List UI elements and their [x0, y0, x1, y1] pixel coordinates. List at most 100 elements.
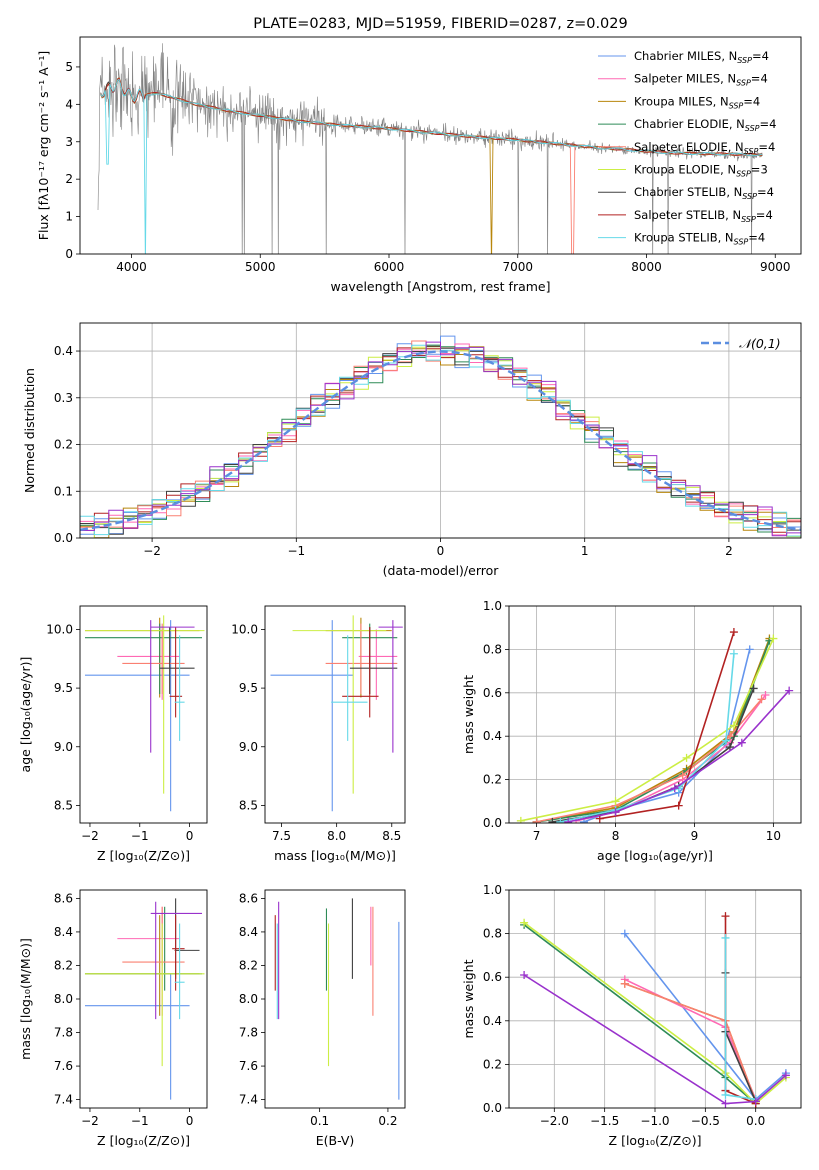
errorbar-point — [84, 623, 203, 694]
errorbar-point — [172, 915, 185, 991]
legend-label: 𝒩(0,1) — [739, 336, 781, 351]
errorbar-point — [270, 620, 354, 812]
x-axis-label: mass [log₁₀(M/M⊙)] — [274, 848, 396, 863]
weight-marker — [620, 929, 629, 938]
weight-marker — [620, 979, 629, 988]
legend-subscript: SSP — [736, 170, 751, 179]
axes-age_vs_Z: −2 −1 0 8.5 9.0 9.5 10.0 Z [log₁₀(Z/Z⊙)] age [lo… — [18, 622, 193, 863]
legend-eq: = — [760, 117, 770, 131]
y-axis-label: Flux [fλ10⁻¹⁷ erg cm⁻² s⁻¹ A⁻¹] — [36, 51, 51, 240]
normal-curve — [80, 350, 801, 531]
legend-nssp: 4 — [765, 208, 772, 222]
y-tick-label: 1.0 — [483, 883, 502, 897]
legend-n: , N — [720, 72, 736, 86]
weight-series — [721, 968, 760, 1106]
legend-nssp: 4 — [760, 72, 767, 86]
x-tick-label: 2 — [725, 544, 733, 558]
errorbar-point — [84, 915, 200, 1016]
x-tick-label: 0.2 — [378, 1114, 397, 1128]
x-tick-label: −2.0 — [540, 1114, 569, 1128]
weight-marker — [564, 817, 573, 823]
y-tick-label: 7.6 — [54, 1059, 73, 1073]
residual-legend: 𝒩(0,1) — [701, 336, 781, 351]
weight-marker — [729, 649, 738, 658]
errorbars-mass_vs_Z — [84, 898, 205, 1100]
x-tick-label: 0.0 — [746, 1114, 765, 1128]
axes-frame-age_vs_mass — [264, 605, 406, 824]
y-tick-label: 10.0 — [231, 622, 258, 636]
errorbar-point — [325, 623, 398, 694]
weight-line — [724, 916, 757, 1105]
x-tick-label: 1 — [581, 544, 589, 558]
x-tick-label: −0.5 — [691, 1114, 720, 1128]
axes-frame-weight_vs_Z — [508, 889, 802, 1109]
weight-marker — [678, 771, 687, 780]
y-tick-label: 5 — [65, 60, 73, 74]
legend-eq: = — [752, 49, 762, 63]
weight-marker — [548, 817, 557, 823]
weight-marker — [751, 1097, 760, 1106]
spectrum-lines — [97, 43, 763, 254]
errorbar-point — [325, 617, 392, 698]
weight-marker — [745, 645, 754, 654]
weight-marker — [769, 634, 778, 643]
y-tick-label: 9.5 — [54, 681, 73, 695]
legend-label: Kroupa STELIB, NSSP=4 — [634, 231, 765, 247]
y-tick-label: 8.0 — [54, 992, 73, 1006]
errorbar-point — [169, 627, 183, 718]
x-tick-label: −1.0 — [640, 1114, 669, 1128]
errorbar-point — [84, 617, 200, 698]
legend-model-name: Salpeter MILES — [634, 72, 720, 86]
y-tick-label: 7.8 — [54, 1026, 73, 1040]
weight-marker — [761, 690, 770, 699]
x-tick-label: 0 — [437, 544, 445, 558]
legend-model-name: Chabrier ELODIE — [634, 117, 729, 131]
x-axis-label: (data-model)/error — [383, 563, 500, 578]
axes-frame-residuals — [79, 322, 802, 539]
weight-line — [523, 922, 787, 1105]
weight-series — [564, 686, 794, 823]
errorbar-point — [342, 627, 379, 718]
x-tick-label: −2 — [143, 544, 161, 558]
legend-n: , N — [718, 231, 734, 245]
x-axis-label: Z [log₁₀(Z/Z⊙)] — [97, 1133, 190, 1148]
weight-marker — [721, 1090, 730, 1099]
errorbar-point — [150, 901, 203, 1020]
axes-frame-mass_vs_EBV — [264, 889, 406, 1109]
weight-marker — [729, 721, 738, 730]
weight-series — [516, 634, 778, 823]
model-spectrum-line — [100, 79, 762, 254]
legend-model-name: Chabrier MILES — [634, 49, 721, 63]
legend-model-name: Kroupa MILES — [634, 94, 713, 108]
legend-nssp: 4 — [768, 140, 775, 154]
errorbars-age_vs_Z — [84, 615, 205, 812]
axes-residuals: −2 −1 0 1 2 0.0 0.1 0.2 0.3 0.4 (data-model)/error… — [22, 323, 801, 578]
weight-line — [583, 649, 751, 823]
legend-label: Salpeter ELODIE, NSSP=4 — [634, 140, 775, 156]
weight-lines-weight_vs_age — [516, 628, 794, 823]
legend-eq: = — [743, 94, 753, 108]
weight-marker — [611, 808, 620, 817]
legend-nssp: 4 — [762, 49, 769, 63]
y-tick-label: 0.4 — [483, 729, 502, 743]
legend-eq: = — [751, 72, 761, 86]
legend-n: , N — [721, 49, 737, 63]
errorbar-point — [174, 923, 185, 1020]
y-tick-label: 0.2 — [483, 773, 502, 787]
legend-label: Salpeter MILES, NSSP=4 — [634, 72, 768, 88]
y-tick-label: 7.8 — [239, 1026, 258, 1040]
y-tick-label: 0.1 — [54, 484, 73, 498]
x-tick-label: 8000 — [631, 260, 662, 274]
x-tick-label: 6000 — [374, 260, 405, 274]
weight-marker — [520, 918, 529, 927]
x-tick-label: 10 — [766, 829, 781, 843]
legend-eq: = — [751, 163, 761, 177]
residual-histograms — [80, 335, 801, 538]
errorbars-age_vs_mass — [270, 615, 403, 812]
legend-subscript: SSP — [742, 192, 757, 201]
weight-marker — [722, 736, 731, 745]
axes-frame-spectrum — [79, 36, 802, 255]
y-tick-label: 0.0 — [54, 531, 73, 545]
y-tick-label: 0.0 — [483, 816, 502, 830]
